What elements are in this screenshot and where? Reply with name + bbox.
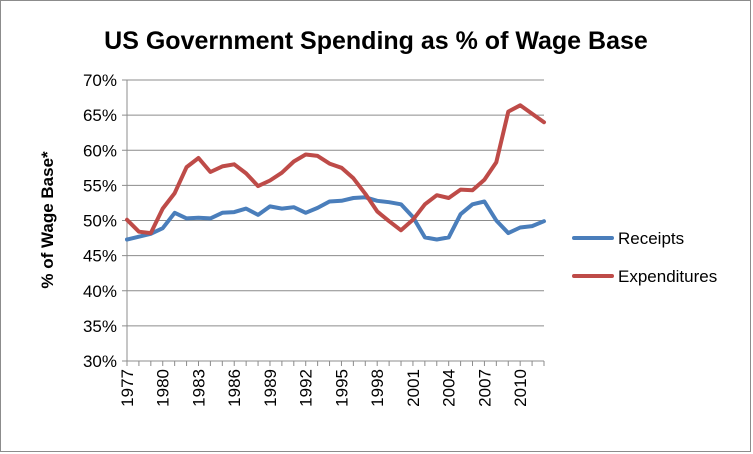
y-tick-label: 65% xyxy=(83,106,117,125)
x-tick-label: 2004 xyxy=(440,369,459,407)
x-tick-label: 1977 xyxy=(118,369,137,407)
x-tick-label: 1995 xyxy=(332,369,351,407)
y-axis-ticks: 30% 35% 40% 45% 50% 55% 60% 65% 70% xyxy=(83,71,127,371)
x-tick-label: 2007 xyxy=(475,369,494,407)
legend-label-receipts: Receipts xyxy=(618,229,684,248)
series-lines xyxy=(125,103,546,242)
y-axis-label: % of Wage Base* xyxy=(38,151,57,289)
x-tick-label: 1986 xyxy=(225,369,244,407)
x-tick-label: 1989 xyxy=(261,369,280,407)
y-tick-label: 30% xyxy=(83,352,117,371)
y-tick-label: 70% xyxy=(83,71,117,90)
legend: Receipts Expenditures xyxy=(572,229,717,286)
gridlines xyxy=(127,79,544,362)
y-tick-label: 35% xyxy=(83,317,117,336)
legend-label-expenditures: Expenditures xyxy=(618,267,717,286)
series-line-expenditures xyxy=(125,103,546,236)
x-tick-label: 1992 xyxy=(297,369,316,407)
y-tick-label: 45% xyxy=(83,247,117,266)
y-tick-label: 60% xyxy=(83,141,117,160)
x-tick-label: 1983 xyxy=(189,369,208,407)
y-tick-label: 50% xyxy=(83,212,117,231)
x-tick-label: 2001 xyxy=(404,369,423,407)
chart-title: US Government Spending as % of Wage Base xyxy=(104,27,648,55)
x-tick-label: 2010 xyxy=(511,369,530,407)
x-tick-label: 1980 xyxy=(154,369,173,407)
series-line-receipts xyxy=(125,195,546,242)
x-tick-label: 1998 xyxy=(368,369,387,407)
y-tick-label: 40% xyxy=(83,282,117,301)
x-axis-ticks: 1977 1980 1983 1986 1989 1992 1995 1998 2001 2004… xyxy=(118,361,545,407)
y-tick-label: 55% xyxy=(83,176,117,195)
